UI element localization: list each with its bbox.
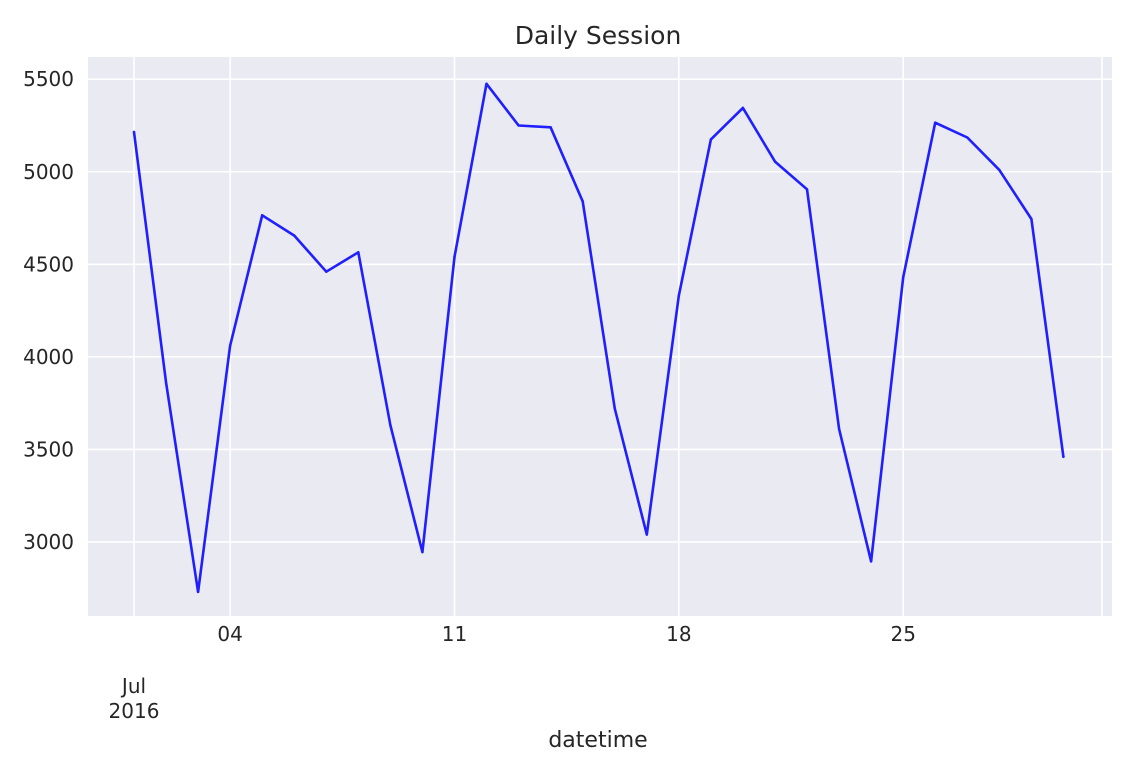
data-point [164, 381, 168, 384]
x-tick-label: 18 [666, 622, 691, 646]
data-point [293, 234, 296, 237]
data-point [196, 590, 200, 594]
data-point [966, 136, 969, 139]
x-tick-label: 04 [217, 622, 242, 646]
data-point [549, 126, 552, 129]
data-point [581, 200, 584, 203]
y-tick-label: 3000 [23, 530, 74, 554]
y-tick-label: 3500 [23, 437, 74, 461]
data-point [998, 168, 1001, 172]
series-line [132, 82, 1065, 594]
plot-area [88, 57, 1112, 616]
x-tick-label: Jul [120, 674, 146, 698]
data-point [741, 106, 745, 110]
y-tick-label: 4000 [23, 345, 74, 369]
data-point [389, 424, 392, 427]
y-axis-ticks: 3000 3500 4000 4500 5000 5500 [23, 67, 74, 554]
data-point [421, 550, 424, 554]
data-point [934, 121, 937, 124]
x-tick-label: 11 [442, 622, 467, 646]
data-point [677, 294, 681, 297]
chart-title: Daily Session [515, 21, 682, 50]
data-point [132, 130, 136, 134]
x-tick-sublabel: 2016 [109, 699, 160, 723]
data-point [1062, 455, 1065, 459]
data-point [869, 560, 873, 563]
data-point [517, 124, 520, 127]
data-point [645, 533, 648, 536]
data-point [357, 251, 360, 254]
x-tick-label: 25 [890, 622, 915, 646]
y-tick-label: 4500 [23, 252, 74, 276]
y-tick-label: 5000 [23, 160, 74, 184]
data-point [261, 214, 264, 217]
data-point [709, 138, 713, 141]
data-point [453, 255, 456, 259]
data-point [325, 270, 328, 273]
series-layer [132, 82, 1065, 594]
data-point [837, 427, 841, 431]
data-point [485, 82, 488, 86]
data-point [773, 160, 777, 163]
data-point [805, 188, 809, 191]
grid-lines [88, 57, 1112, 616]
data-point [1030, 217, 1033, 221]
x-axis-label: datetime [548, 728, 647, 753]
data-point [228, 344, 232, 347]
y-tick-label: 5500 [23, 67, 74, 91]
data-point [613, 407, 616, 410]
data-point [902, 276, 905, 279]
